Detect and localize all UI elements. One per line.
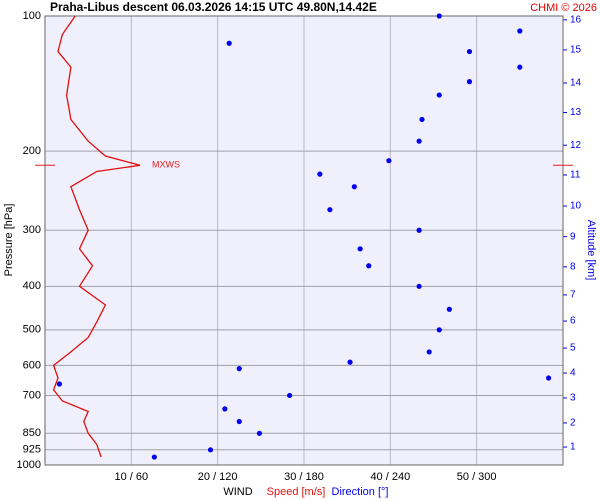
- y2-tick-label: 3: [570, 393, 576, 404]
- y2-tick-label: 16: [570, 15, 582, 26]
- x-tick-label: 30 / 180: [284, 471, 324, 483]
- direction-point: [436, 327, 442, 333]
- direction-point: [546, 375, 552, 381]
- y-tick-label: 400: [23, 280, 41, 292]
- direction-point: [426, 349, 432, 355]
- direction-point: [287, 392, 293, 399]
- direction-point: [317, 171, 323, 177]
- direction-point: [416, 138, 422, 144]
- y2-tick-label: 12: [570, 140, 582, 151]
- x-tick-label: 20 / 120: [198, 471, 238, 483]
- y2-tick-label: 9: [570, 231, 576, 242]
- plot-frame: [44, 15, 564, 466]
- credit: CHMI © 2026: [530, 2, 597, 14]
- legend-direction: Direction [°]: [332, 486, 389, 498]
- direction-point: [256, 430, 262, 436]
- direction-point: [446, 306, 452, 312]
- x-tick-label: 10 / 60: [115, 471, 149, 483]
- direction-point: [222, 406, 228, 412]
- x-axis-label: WIND: [223, 486, 252, 498]
- direction-point: [416, 283, 422, 289]
- x-tick-label: 50 / 300: [457, 471, 497, 483]
- direction-point: [226, 40, 232, 46]
- y-tick-label: 200: [23, 145, 41, 157]
- direction-point: [207, 447, 214, 453]
- direction-point: [517, 28, 523, 34]
- direction-point: [236, 366, 242, 372]
- y-tick-label: 500: [23, 324, 41, 336]
- y-tick-label: 925: [23, 444, 41, 456]
- y2-tick-label: 2: [570, 418, 576, 429]
- direction-point: [327, 207, 333, 213]
- y-tick-label: 600: [23, 359, 41, 371]
- y2-tick-label: 1: [570, 442, 576, 453]
- direction-point: [151, 454, 157, 460]
- y2-axis-label: Altitude [km]: [585, 220, 597, 281]
- direction-point: [436, 13, 442, 19]
- y-tick-label: 700: [23, 389, 41, 401]
- direction-point: [56, 381, 62, 387]
- direction-point: [236, 418, 242, 425]
- legend-speed: Speed [m/s]: [267, 486, 326, 498]
- annotation-label: MXWS: [152, 160, 180, 170]
- y-tick-label: 1000: [17, 459, 41, 471]
- direction-point: [466, 79, 473, 85]
- y2-tick-label: 4: [570, 368, 576, 379]
- y2-tick-label: 7: [570, 290, 576, 301]
- direction-point: [366, 263, 372, 269]
- y2-tick-label: 14: [570, 78, 582, 89]
- direction-point: [347, 359, 353, 365]
- y2-tick-label: 10: [570, 201, 582, 212]
- speed-line: [52, 15, 141, 458]
- direction-point: [357, 246, 363, 252]
- direction-point: [419, 116, 425, 123]
- y2-tick-label: 6: [570, 316, 576, 327]
- y-axis-label: Pressure [hPa]: [3, 204, 15, 277]
- y2-tick-label: 11: [570, 170, 581, 181]
- y-tick-label: 300: [23, 224, 41, 236]
- plot-area: [45, 15, 563, 466]
- y-tick-label: 850: [23, 427, 41, 439]
- y2-tick-label: 8: [570, 262, 576, 273]
- direction-point: [517, 64, 523, 70]
- direction-point: [436, 92, 442, 98]
- direction-point: [351, 184, 357, 190]
- x-tick-label: 40 / 240: [370, 471, 410, 483]
- y-tick-label: 100: [23, 10, 41, 22]
- chart-title: Praha-Libus descent 06.03.2026 14:15 UTC…: [50, 0, 377, 14]
- direction-point: [466, 48, 473, 55]
- y2-tick-label: 5: [570, 343, 576, 354]
- y2-tick-label: 15: [570, 45, 582, 56]
- y2-tick-label: 13: [570, 107, 582, 118]
- direction-point: [386, 158, 392, 164]
- direction-point: [416, 227, 422, 233]
